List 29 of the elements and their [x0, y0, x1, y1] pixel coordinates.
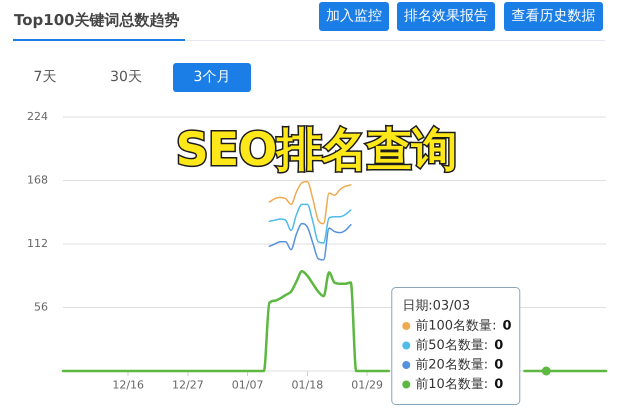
chart-title: Top100关键词总数趋势: [14, 10, 180, 31]
legend-label: 前100名数量:: [415, 318, 496, 334]
history-data-button[interactable]: 查看历史数据: [504, 2, 603, 31]
annotation: 0: [494, 338, 504, 353]
legend-label: 前10名数量:: [415, 376, 488, 392]
text: 0: [494, 376, 504, 392]
line-series: [268, 180, 352, 224]
legend-label: 前20名数量:: [415, 357, 488, 372]
line-series: [268, 204, 352, 244]
x-tick-label: 01/29: [351, 378, 383, 392]
y-tick-label: 224: [27, 110, 48, 123]
seven-day-tab[interactable]: 7天: [25, 63, 65, 92]
line-series: [268, 222, 352, 261]
x-tick-label: 12/27: [172, 378, 204, 392]
annotation: 0: [494, 357, 504, 372]
add-monitor-button[interactable]: 加入监控: [319, 2, 389, 31]
x-tick-label: 01/07: [232, 378, 264, 392]
y-tick-label: 56: [34, 300, 48, 314]
annotation: 0: [502, 318, 512, 334]
x-tick-label: 01/18: [292, 378, 324, 392]
y-tick-label: 168: [27, 173, 48, 186]
annotation: SEO排名查询: [174, 121, 458, 178]
three-month-tab[interactable]: 3个月: [173, 63, 251, 92]
legend-title: 日期:03/03: [402, 298, 470, 314]
ranking-report-button[interactable]: 排名效果报告: [397, 2, 495, 31]
y-tick-label: 112: [27, 236, 48, 250]
legend-label: 前50名数量:: [415, 338, 488, 353]
x-tick-label: 12/16: [112, 378, 144, 392]
thirty-day-tab[interactable]: 30天: [106, 63, 146, 92]
